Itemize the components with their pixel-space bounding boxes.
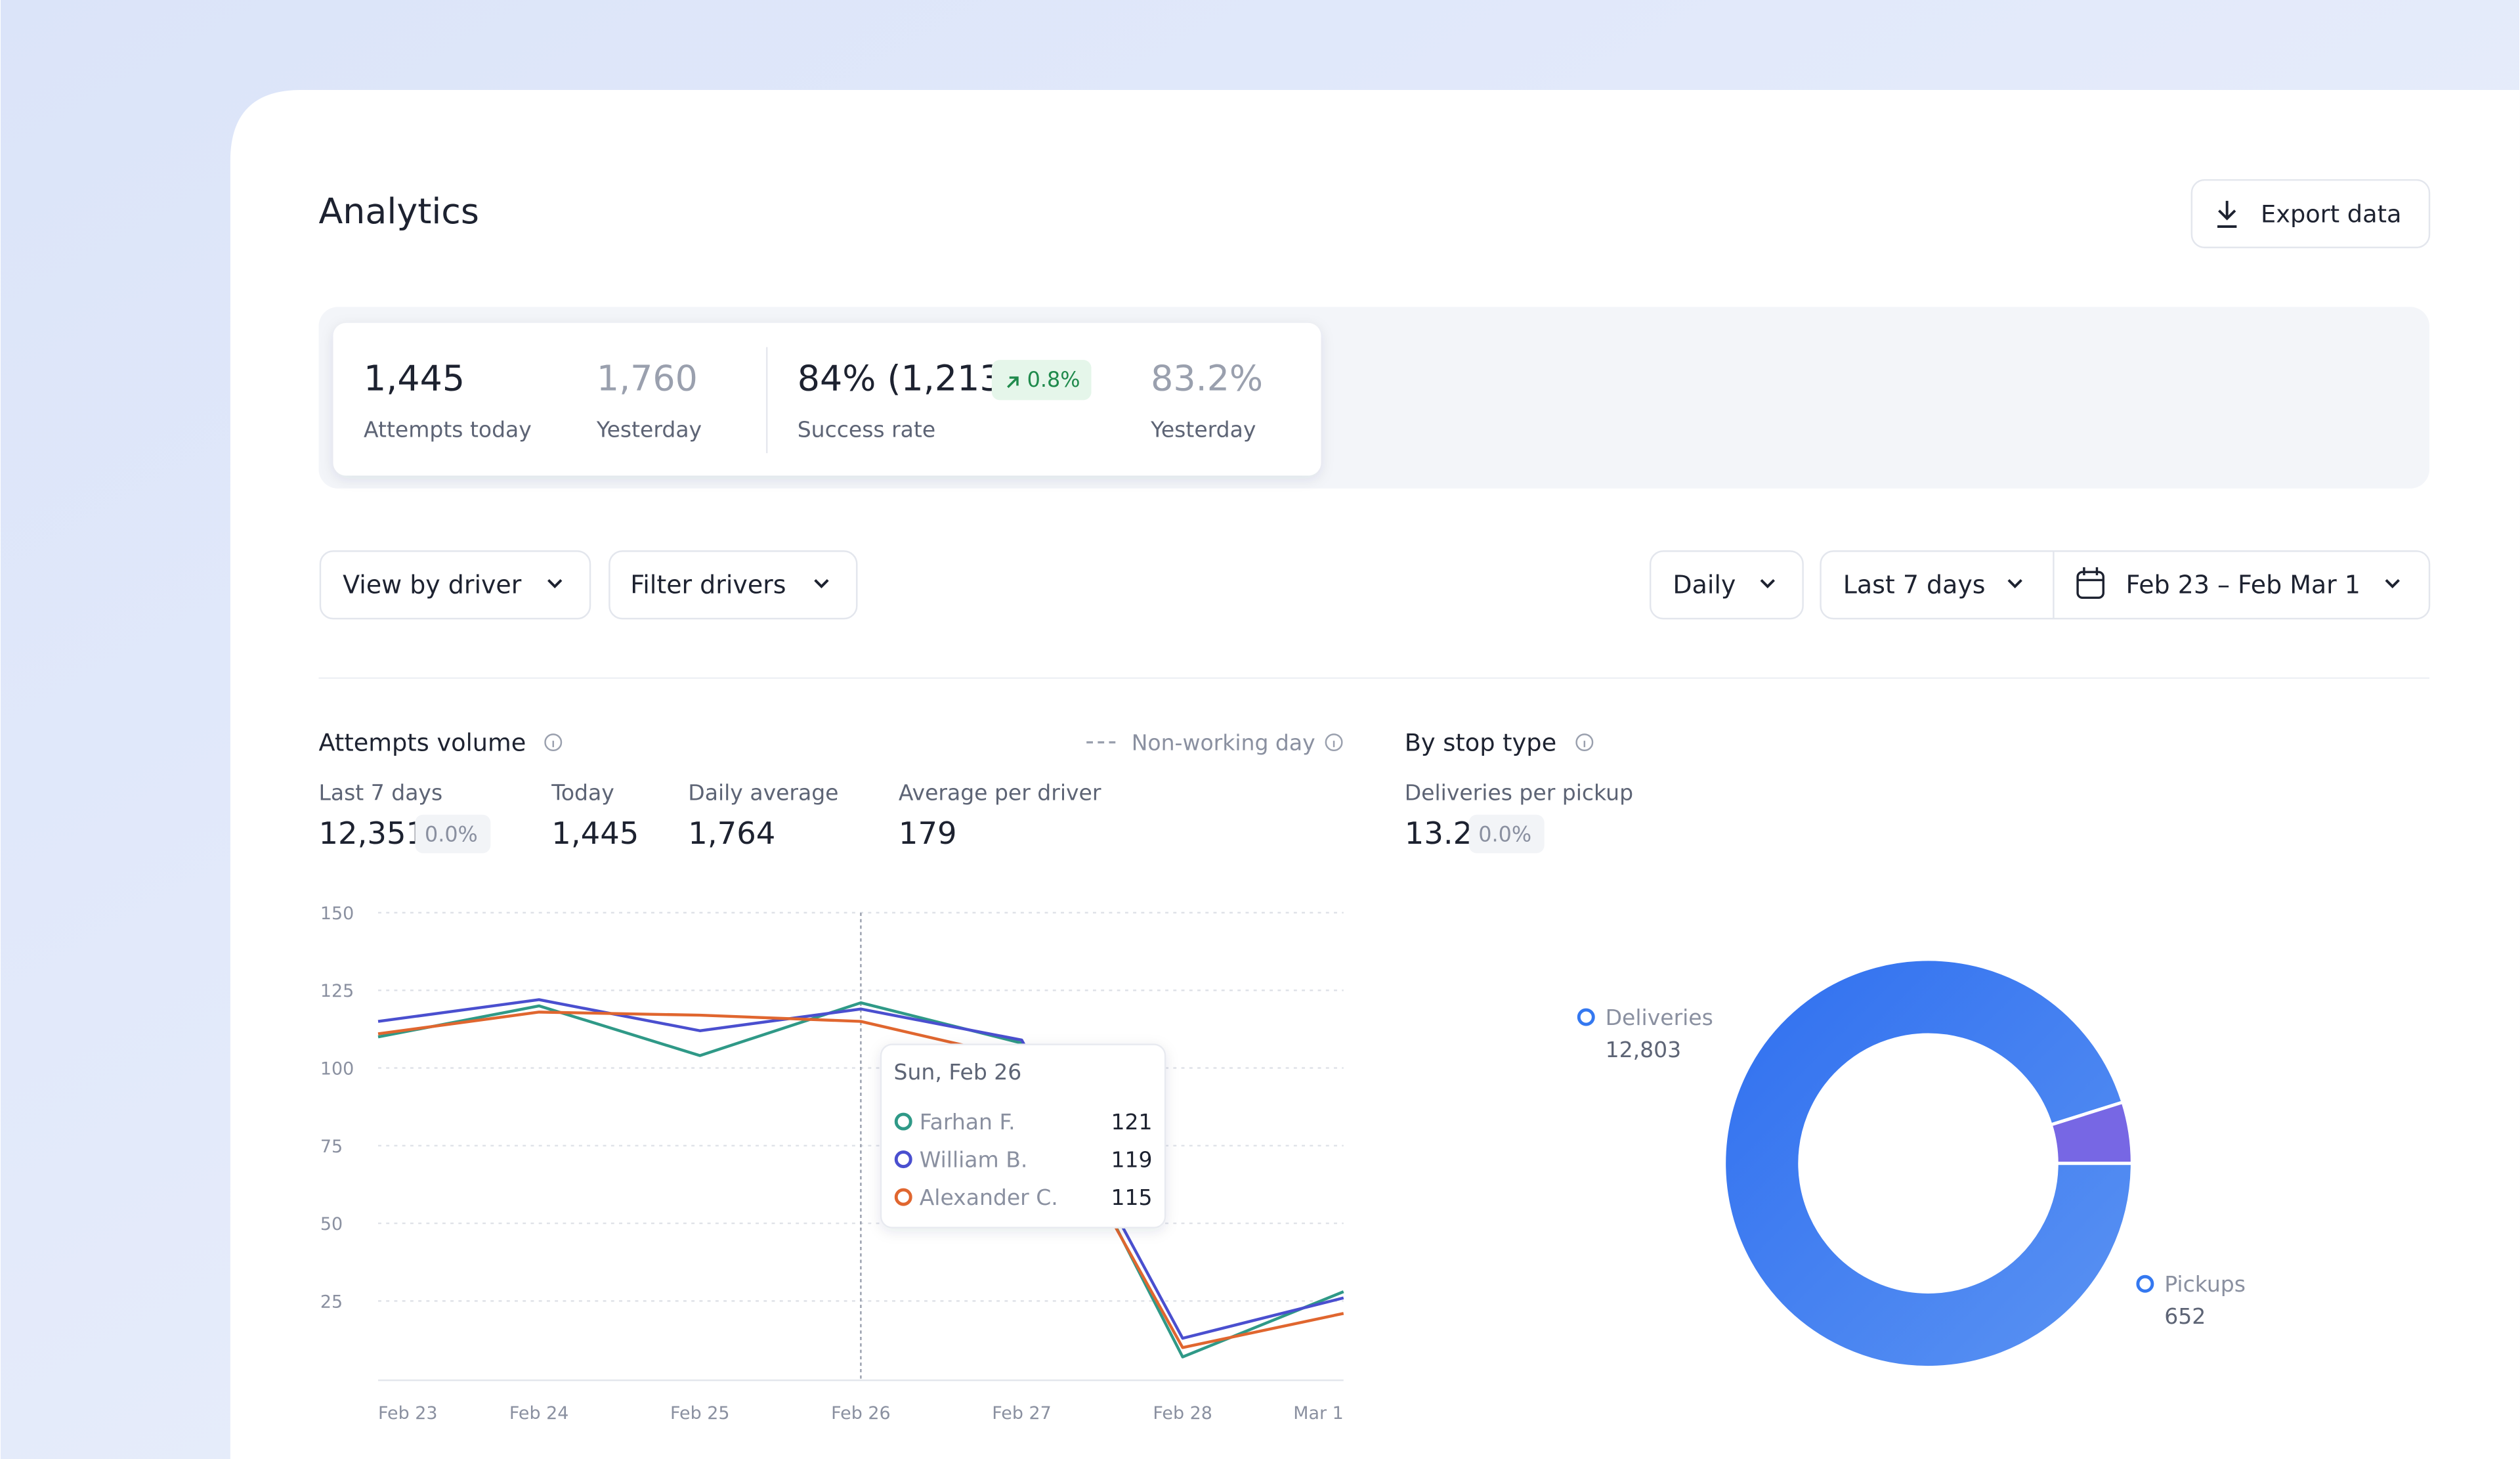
kpi-value: 84% (1,213) (798, 358, 1016, 399)
interval-dropdown[interactable]: Daily (1649, 550, 1804, 620)
kpi-value: 1,760 (597, 358, 698, 399)
info-icon[interactable] (1575, 733, 1594, 752)
change-text: 0.0% (425, 822, 478, 847)
change-text: 0.0% (1478, 822, 1531, 847)
donut-chart: Deliveries 12,803 Pickups 652 (1577, 957, 2246, 1369)
kpi-label: Yesterday (1150, 416, 1256, 442)
tooltip-name: William B. (920, 1147, 1028, 1173)
tooltip-name: Alexander C. (920, 1185, 1058, 1210)
legend-value: 652 (2164, 1303, 2206, 1329)
metric-value: 1,764 (688, 816, 775, 851)
x-tick-label: Feb 27 (992, 1403, 1051, 1424)
date-picker[interactable]: Feb 23 – Feb Mar 1 (2076, 567, 2400, 599)
dropdown-label[interactable]: Filter drivers (630, 571, 786, 599)
legend-value: 12,803 (1606, 1037, 1682, 1062)
x-tick-label: Feb 24 (509, 1403, 568, 1424)
panel-title: Attempts volume (318, 729, 526, 757)
tooltip-swatch (894, 1188, 912, 1206)
metric-value: 179 (899, 816, 957, 851)
tooltip-title: Sun, Feb 26 (894, 1059, 1022, 1085)
kpi-label: Yesterday (596, 416, 702, 442)
line-chart: 25 50 75 100 125 150 Feb 23 Feb 24 Feb 25 Feb 26 F… (320, 904, 1344, 1424)
export-label[interactable]: Export data (2261, 200, 2401, 228)
dropdown-label[interactable]: View by driver (343, 571, 522, 599)
metric-label: Today (551, 779, 614, 805)
kpi-label: Success rate (798, 416, 935, 442)
info-icon[interactable] (1325, 733, 1343, 752)
y-tick-label: 150 (320, 904, 354, 924)
change-badge (991, 360, 1092, 401)
tooltip-swatch (894, 1112, 912, 1131)
series-line (377, 1011, 1344, 1349)
kpi-card (333, 322, 1321, 476)
range-dropdown[interactable]: Last 7 days (1820, 550, 2431, 620)
x-tick-label: Feb 23 (378, 1403, 437, 1424)
y-tick-label: 75 (320, 1137, 343, 1157)
app-card (230, 90, 2520, 1459)
kpi-label: Attempts today (364, 416, 532, 442)
donut-slice (1722, 957, 2134, 1369)
x-tick-label: Feb 26 (831, 1403, 890, 1424)
tooltip-name: Farhan F. (920, 1109, 1015, 1135)
metric-value: 12,351 (318, 816, 425, 851)
legend-label: Pickups (2164, 1271, 2246, 1297)
series-line (377, 1001, 1344, 1359)
y-tick-label: 125 (320, 981, 354, 1001)
legend-swatch (1577, 1008, 1595, 1026)
legend-label: Deliveries (1606, 1005, 1713, 1030)
tooltip-value: 115 (1111, 1185, 1153, 1210)
dropdown-label[interactable]: Feb 23 – Feb Mar 1 (2126, 571, 2360, 599)
y-tick-label: 50 (320, 1214, 343, 1234)
metric-value: 1,445 (551, 816, 639, 851)
tooltip-value: 119 (1111, 1147, 1153, 1173)
panel-title: By stop type (1405, 729, 1556, 757)
dropdown-label[interactable]: Last 7 days (1843, 571, 1986, 599)
metric-value: 13.2 (1405, 816, 1473, 851)
arrow-icon (1007, 376, 1019, 388)
y-tick-label: 25 (320, 1292, 343, 1312)
legend-label: Non-working day (1132, 730, 1315, 756)
info-icon[interactable] (544, 733, 563, 752)
change-badge (415, 814, 491, 854)
change-badge (1468, 814, 1545, 854)
metric-label: Last 7 days (318, 779, 442, 805)
metric-label: Daily average (688, 779, 838, 805)
tooltip-swatch (894, 1150, 912, 1169)
view-dropdown[interactable]: View by driver (319, 550, 591, 620)
tooltip-value: 121 (1111, 1109, 1153, 1135)
kpi-value: 1,445 (364, 358, 465, 399)
dropdown-label[interactable]: Daily (1673, 571, 1736, 599)
export-button[interactable]: Export data (2190, 179, 2431, 249)
donut-slice (2049, 1100, 2134, 1165)
change-text: 0.8% (1027, 367, 1080, 392)
series-line (377, 998, 1344, 1340)
y-tick-label: 100 (320, 1058, 354, 1079)
x-tick-label: Mar 1 (1293, 1403, 1343, 1424)
driver-filter[interactable]: Filter drivers (609, 550, 858, 620)
page-title: Analytics (318, 190, 479, 232)
metric-label: Average per driver (899, 779, 1101, 805)
kpi-value: 83.2% (1151, 358, 1263, 399)
legend-swatch (2136, 1274, 2154, 1293)
tooltip: Sun, Feb 26 Farhan F. 121 William B. 119 Ale… (880, 1043, 1166, 1229)
x-tick-label: Feb 25 (670, 1403, 729, 1424)
metric-label: Deliveries per pickup (1405, 779, 1633, 805)
x-tick-label: Feb 28 (1153, 1403, 1212, 1424)
